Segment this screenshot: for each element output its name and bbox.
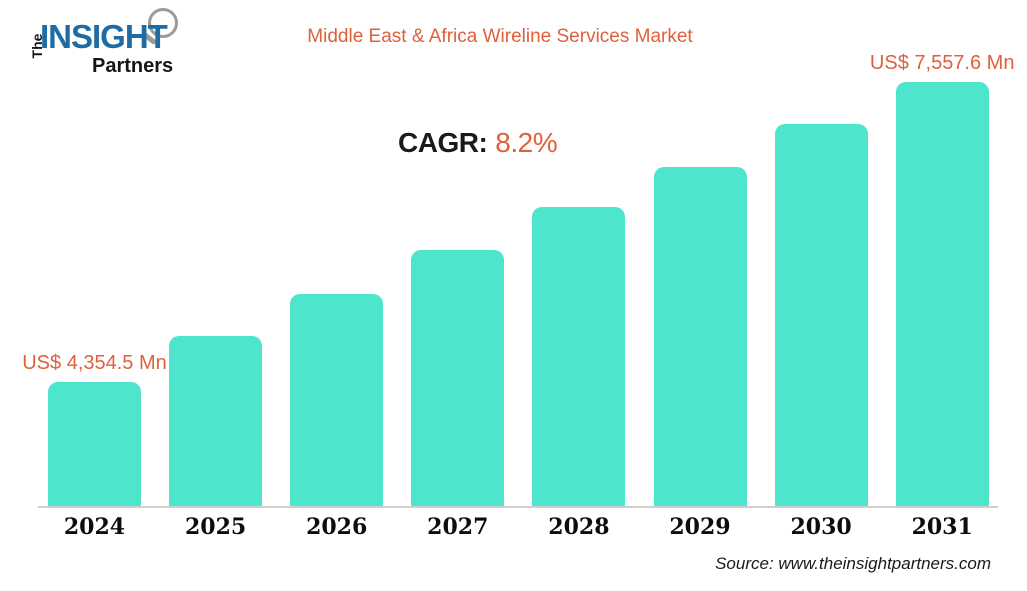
cagr-value: 8.2% <box>495 127 558 158</box>
bar-2028 <box>532 207 626 507</box>
x-tick-label-2026: 2026 <box>306 514 368 540</box>
x-tick-label-2030: 2030 <box>790 514 852 540</box>
chart-title: Middle East & Africa Wireline Services M… <box>307 26 693 47</box>
source-attribution: Source: www.theinsightpartners.com <box>715 554 991 573</box>
logo-partners: Partners <box>92 55 174 77</box>
x-tick-label-2031: 2031 <box>911 514 973 540</box>
cagr-annotation: CAGR: 8.2% <box>398 127 558 159</box>
value-label-2024: US$ 4,354.5 Mn <box>22 352 167 374</box>
x-tick-label-2028: 2028 <box>548 514 610 540</box>
bar-2029 <box>653 167 747 507</box>
bar-2027 <box>411 250 505 507</box>
x-axis-line <box>38 506 998 508</box>
magnifier-icon <box>142 8 178 46</box>
x-tick-label-2029: 2029 <box>669 514 731 540</box>
logo-insight: INSIGHT <box>40 18 168 55</box>
cagr-label: CAGR: <box>398 127 488 158</box>
bar-2026 <box>290 294 384 507</box>
x-tick-label-2025: 2025 <box>184 514 247 540</box>
bar-2024 <box>48 382 141 507</box>
bar-2031 <box>895 82 989 507</box>
bar-2025 <box>169 336 263 507</box>
x-tick-label-2027: 2027 <box>427 514 489 540</box>
bar-2030 <box>774 124 868 507</box>
x-tick-label-2024: 2024 <box>63 514 126 540</box>
value-label-2031: US$ 7,557.6 Mn <box>869 52 1015 74</box>
insight-partners-logo: The INSIGHT Partners <box>26 8 201 80</box>
